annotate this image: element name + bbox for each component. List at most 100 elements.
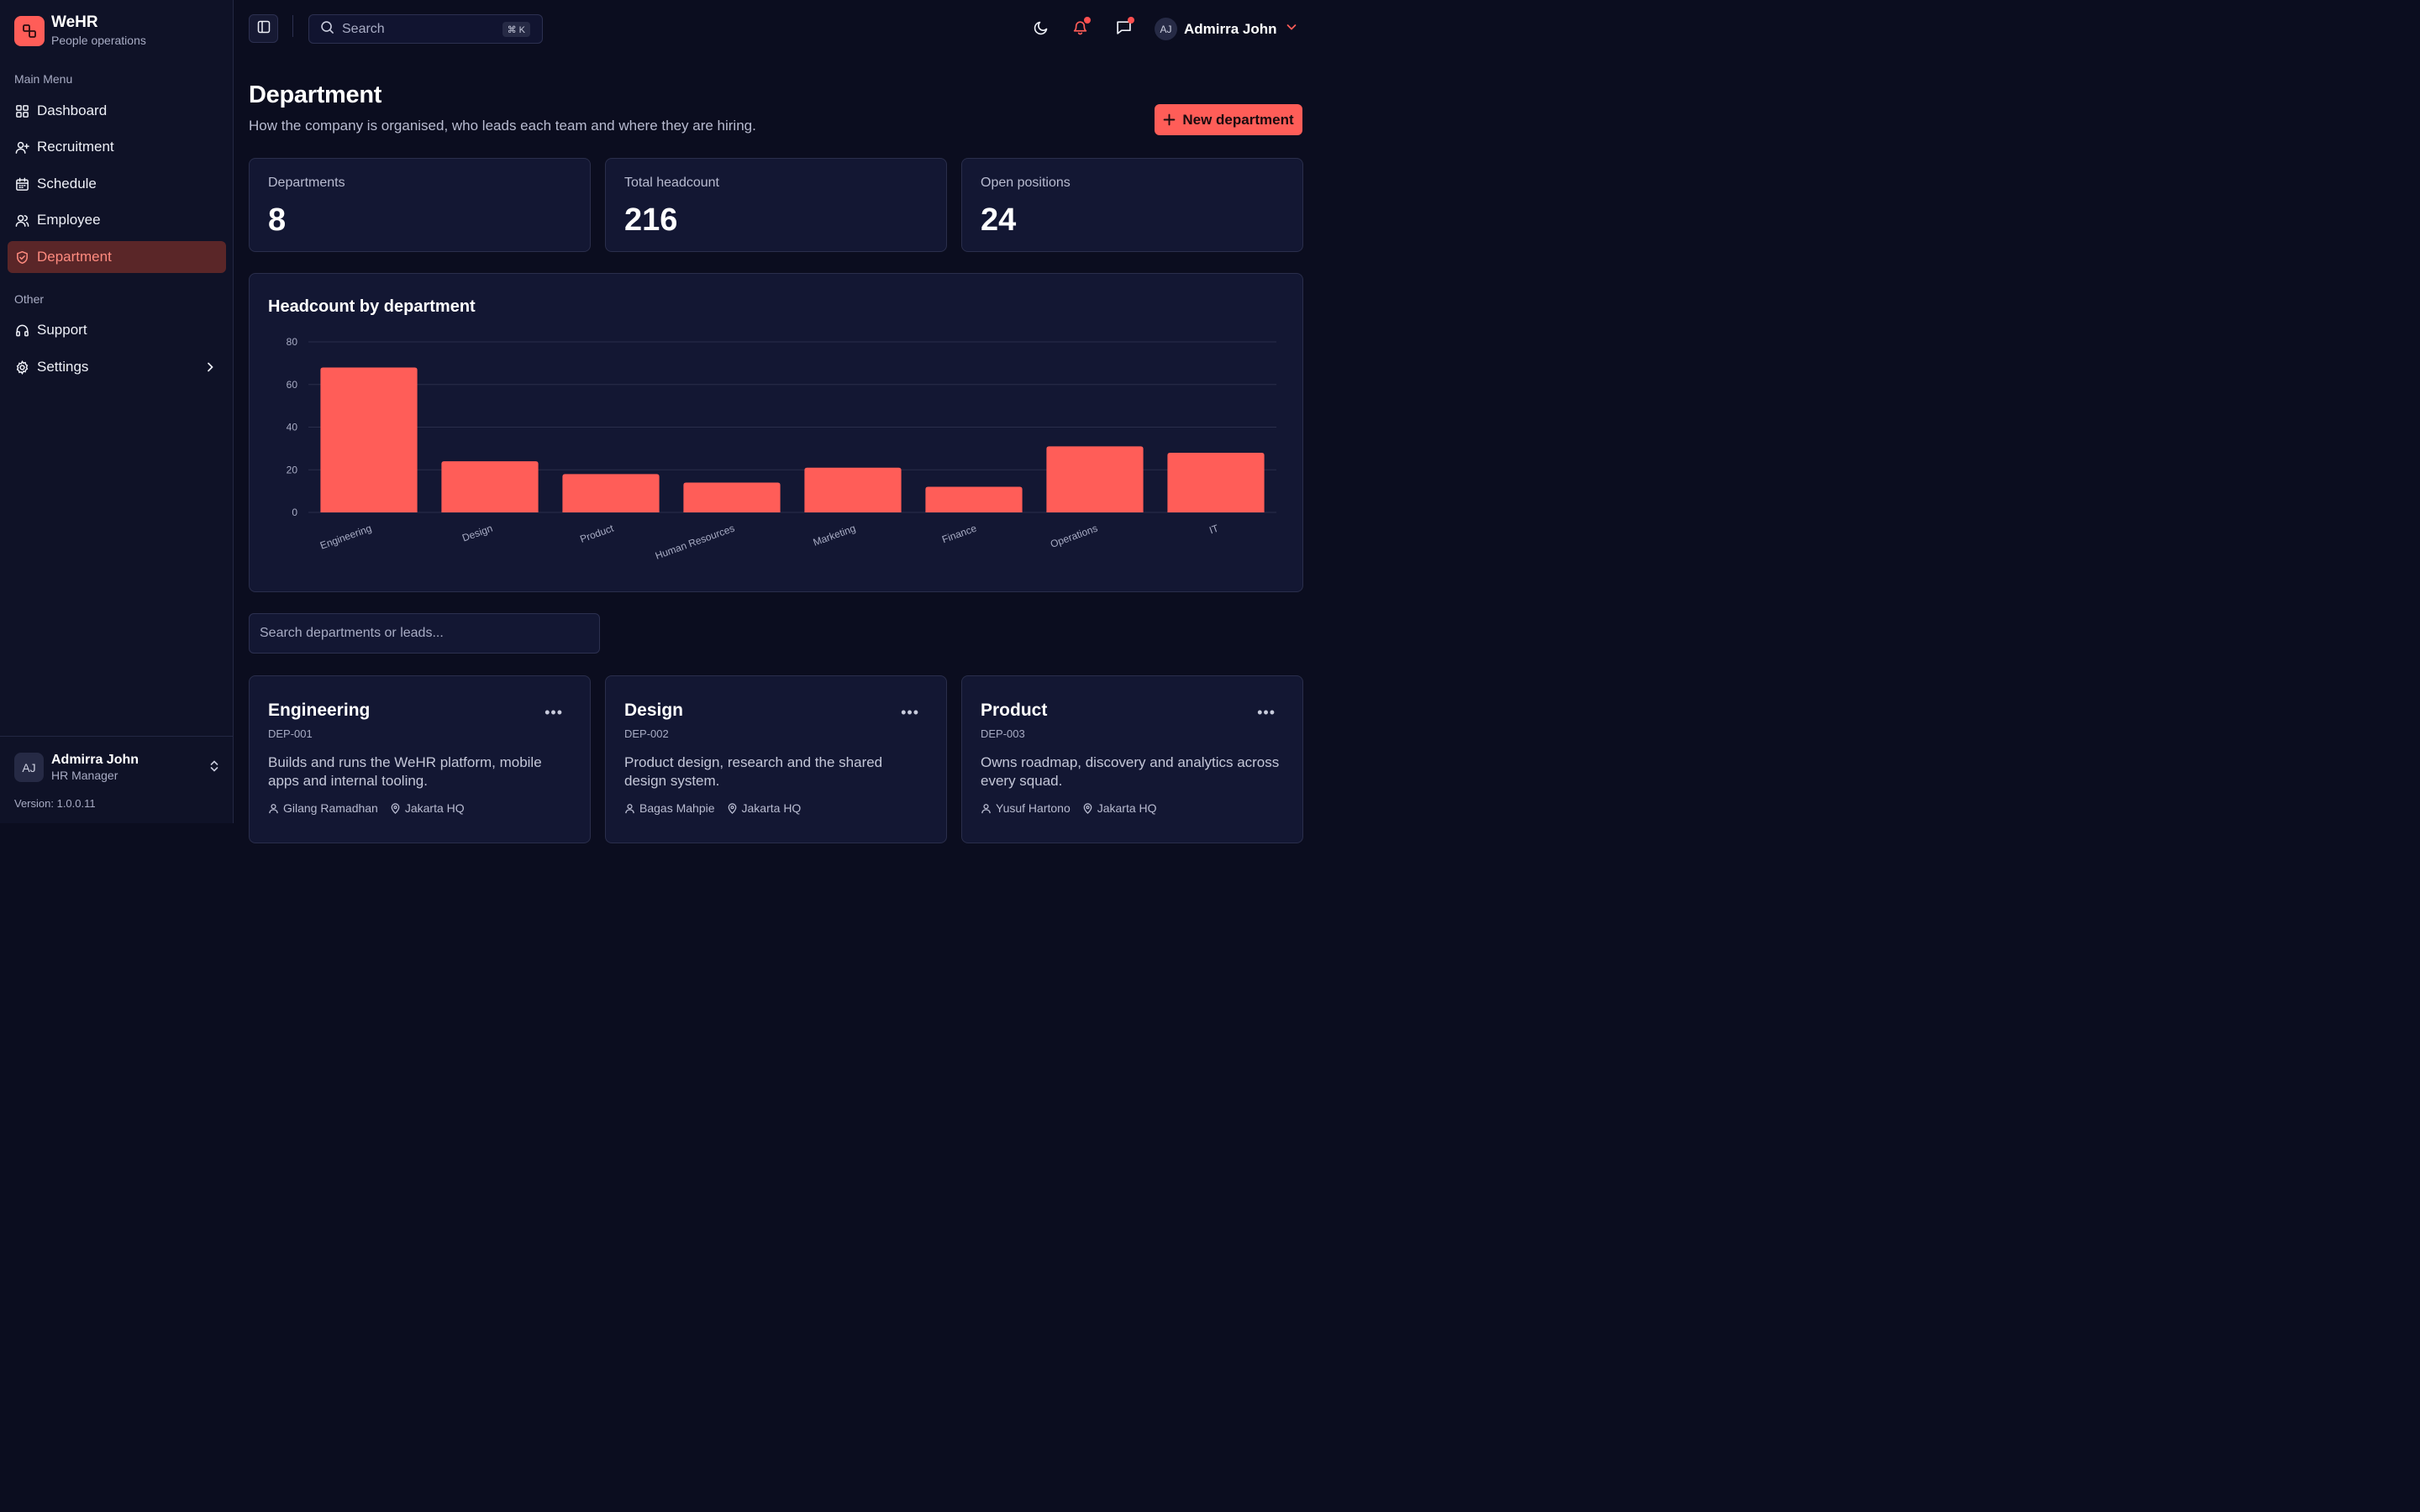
user-menu[interactable]: AJ Admirra John bbox=[1155, 18, 1297, 40]
grid-icon bbox=[14, 103, 29, 118]
department-meta: Bagas Mahpie Jakarta HQ bbox=[624, 801, 813, 815]
x-tick-label: Product bbox=[578, 522, 615, 545]
notification-dot bbox=[1084, 17, 1091, 24]
message-square-icon bbox=[1116, 19, 1132, 39]
y-tick-label: 60 bbox=[287, 379, 298, 391]
department-code: DEP-002 bbox=[624, 727, 669, 740]
sidebar-footer: AJ Admirra John HR Manager Version: 1.0.… bbox=[0, 736, 234, 823]
brand[interactable]: WeHR People operations bbox=[14, 13, 146, 48]
stat-value: 8 bbox=[268, 202, 287, 238]
sidebar-user-name: Admirra John bbox=[51, 753, 139, 767]
sidebar-item-label: Employee bbox=[37, 212, 101, 228]
user-icon bbox=[625, 803, 634, 813]
y-tick-label: 0 bbox=[292, 507, 297, 518]
department-name: Design bbox=[624, 701, 684, 720]
new-department-label: New department bbox=[1182, 111, 1294, 128]
headcount-chart-card: Headcount by department 0 20 40 60 80 Enginee… bbox=[249, 273, 1303, 592]
bell-icon bbox=[1072, 19, 1088, 39]
bar-operations bbox=[1046, 446, 1144, 512]
map-pin-icon bbox=[391, 802, 400, 814]
department-code: DEP-001 bbox=[268, 727, 313, 740]
notifications-button[interactable] bbox=[1071, 17, 1091, 39]
sidebar-user-role: HR Manager bbox=[51, 769, 118, 782]
more-options-icon[interactable]: ••• bbox=[1257, 704, 1276, 721]
headcount-bar-chart: 0 20 40 60 80 Engineering Design Product Human R… bbox=[287, 336, 1276, 562]
user-icon bbox=[981, 803, 991, 813]
stat-card-total-headcount: Total headcount 216 bbox=[605, 158, 947, 252]
sidebar-item-support[interactable]: Support bbox=[8, 314, 226, 346]
headphones-icon bbox=[14, 323, 29, 338]
stat-label: Total headcount bbox=[624, 176, 719, 190]
department-description: Builds and runs the WeHR platform, mobil… bbox=[268, 754, 542, 789]
more-options-icon[interactable]: ••• bbox=[544, 704, 563, 721]
sidebar-item-employee[interactable]: Employee bbox=[8, 204, 226, 236]
department-code: DEP-003 bbox=[981, 727, 1025, 740]
chart-title: Headcount by department bbox=[268, 297, 476, 316]
sidebar-item-settings[interactable]: Settings bbox=[8, 351, 226, 383]
stat-label: Open positions bbox=[981, 176, 1071, 190]
x-tick-label: Design bbox=[460, 522, 494, 544]
stat-card-open-positions: Open positions 24 bbox=[961, 158, 1303, 252]
department-name: Product bbox=[981, 701, 1048, 720]
y-tick-label: 40 bbox=[287, 422, 298, 433]
department-location: Jakarta HQ bbox=[741, 801, 802, 815]
new-department-button[interactable]: New department bbox=[1155, 104, 1302, 135]
department-lead: Bagas Mahpie bbox=[639, 801, 715, 815]
moon-icon bbox=[1034, 20, 1049, 39]
bar-design bbox=[441, 461, 539, 512]
bar-it bbox=[1167, 452, 1265, 512]
divider bbox=[292, 15, 293, 37]
x-tick-label: Marketing bbox=[812, 522, 857, 549]
stat-card-departments: Departments 8 bbox=[249, 158, 591, 252]
message-dot bbox=[1128, 17, 1134, 24]
brand-name: WeHR bbox=[51, 13, 98, 31]
department-card-engineering[interactable]: Engineering DEP-001 ••• Builds and runs … bbox=[249, 675, 591, 843]
department-location: Jakarta HQ bbox=[1097, 801, 1157, 815]
bar-product bbox=[562, 474, 660, 512]
app-root: WeHR People operations Main Menu Dashboa… bbox=[0, 0, 1318, 843]
bar-human-resources bbox=[683, 482, 781, 512]
sidebar-item-department[interactable]: Department bbox=[8, 241, 226, 273]
avatar: AJ bbox=[1155, 18, 1177, 40]
bar-finance bbox=[925, 486, 1023, 512]
keyboard-shortcut: ⌘ K bbox=[502, 22, 530, 37]
bar-marketing bbox=[804, 467, 902, 512]
department-meta: Gilang Ramadhan Jakarta HQ bbox=[268, 801, 476, 815]
y-tick-label: 80 bbox=[287, 336, 298, 348]
theme-toggle-button[interactable] bbox=[1032, 20, 1050, 39]
plus-icon bbox=[1163, 113, 1176, 126]
search-icon bbox=[320, 20, 334, 39]
calendar-icon bbox=[14, 176, 29, 192]
shield-check-icon bbox=[14, 249, 29, 265]
brand-subtitle: People operations bbox=[51, 34, 146, 47]
user-icon bbox=[269, 803, 278, 813]
department-description: Product design, research and the shared … bbox=[624, 754, 883, 789]
chevron-down-icon bbox=[1286, 21, 1297, 37]
sidebar-item-label: Settings bbox=[37, 359, 89, 375]
sidebar-user-card[interactable]: AJ Admirra John HR Manager bbox=[14, 752, 220, 783]
department-search-input[interactable] bbox=[249, 613, 600, 654]
department-description: Owns roadmap, discovery and analytics ac… bbox=[981, 754, 1280, 789]
users-icon bbox=[14, 213, 29, 228]
search-input[interactable]: Search ⌘ K bbox=[308, 14, 543, 44]
sidebar-toggle-button[interactable] bbox=[249, 14, 278, 43]
sidebar-item-schedule[interactable]: Schedule bbox=[8, 168, 226, 200]
sidebar-item-dashboard[interactable]: Dashboard bbox=[8, 95, 226, 127]
avatar: AJ bbox=[14, 753, 44, 782]
panel-left-icon bbox=[257, 20, 271, 38]
chevrons-up-down-icon[interactable] bbox=[208, 759, 220, 777]
x-tick-label: Human Resources bbox=[654, 522, 736, 562]
department-card-design[interactable]: Design DEP-002 ••• Product design, resea… bbox=[605, 675, 947, 843]
sidebar-item-recruitment[interactable]: Recruitment bbox=[8, 131, 226, 163]
department-lead: Gilang Ramadhan bbox=[283, 801, 378, 815]
department-lead: Yusuf Hartono bbox=[996, 801, 1071, 815]
map-pin-icon bbox=[1083, 802, 1092, 814]
user-name: Admirra John bbox=[1184, 20, 1277, 37]
department-card-product[interactable]: Product DEP-003 ••• Owns roadmap, discov… bbox=[961, 675, 1303, 843]
more-options-icon[interactable]: ••• bbox=[901, 704, 919, 721]
gear-icon bbox=[14, 360, 29, 375]
main-menu-heading: Main Menu bbox=[14, 72, 73, 86]
department-location: Jakarta HQ bbox=[404, 801, 465, 815]
x-tick-label: Operations bbox=[1049, 522, 1099, 550]
messages-button[interactable] bbox=[1114, 17, 1134, 39]
